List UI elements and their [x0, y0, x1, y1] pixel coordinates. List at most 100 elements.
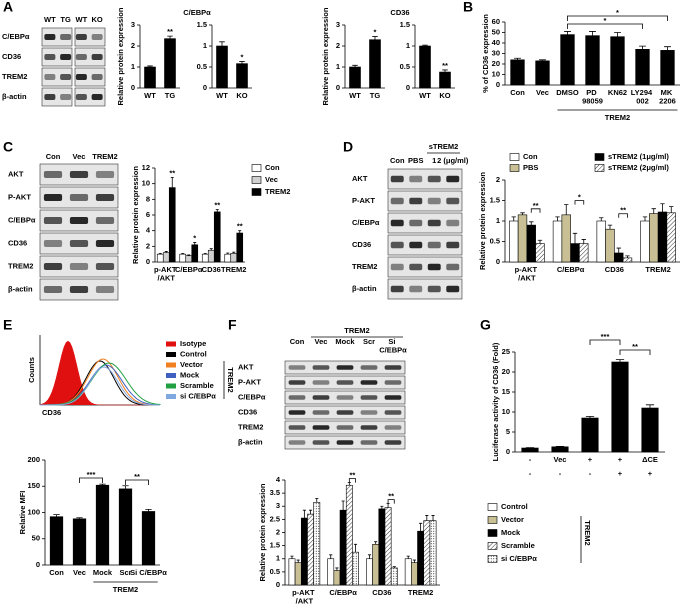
- blot-row-label: AKT: [8, 169, 24, 178]
- y-tick-label: 40: [492, 38, 500, 47]
- y-axis-label: Relative MFI: [18, 491, 27, 535]
- y-tick-label: 2: [146, 241, 150, 250]
- x-tick-label: Con: [49, 568, 64, 577]
- legend-swatch: [487, 542, 498, 550]
- blot-band: [390, 263, 404, 271]
- blot-band: [69, 263, 89, 270]
- label-line: p-AKT: [515, 265, 540, 274]
- error-bar: [555, 216, 560, 221]
- bar: [551, 446, 569, 453]
- error-bar: [215, 209, 219, 212]
- blot-column-label: Vec: [73, 152, 86, 161]
- significance-label: *: [374, 28, 377, 37]
- blot-band: [336, 365, 354, 370]
- label-line: C/EBPα: [379, 346, 407, 355]
- x-tick-label: WT: [144, 91, 156, 100]
- significance-label: *: [578, 193, 581, 202]
- bar: [352, 551, 359, 586]
- blot-frame: [74, 47, 106, 67]
- blot-row-label: C/EBPα: [352, 218, 380, 227]
- blot-band: [384, 365, 402, 370]
- x-tick-label: CD36: [605, 265, 624, 274]
- y-tick-label: 1: [203, 41, 207, 50]
- blot-band: [390, 197, 404, 205]
- y-tick-label: 1.5: [490, 195, 500, 204]
- error-bar: [329, 554, 333, 559]
- bar: [327, 558, 335, 586]
- blot-band: [409, 285, 423, 293]
- legend-label: Con: [523, 152, 538, 161]
- panel-letter: D: [343, 139, 353, 155]
- blot-band: [427, 263, 441, 271]
- y-tick-label: 30: [492, 48, 500, 57]
- y-tick-label: 1: [406, 41, 410, 50]
- blot-band: [384, 425, 402, 430]
- blot-band: [95, 240, 115, 247]
- error-bar: [581, 239, 586, 244]
- panel-letter: A: [3, 0, 13, 15]
- blot-header: TREM2: [344, 326, 369, 335]
- bar: [162, 252, 170, 263]
- blot-band: [312, 395, 330, 400]
- blot-band: [60, 94, 72, 100]
- error-bar: [238, 230, 242, 234]
- blot-band: [312, 425, 330, 430]
- bar: [378, 508, 386, 586]
- bar: [517, 214, 528, 263]
- error-bar: [669, 206, 674, 213]
- legend-label: PBS: [523, 163, 538, 172]
- legend-label: Mock: [180, 370, 200, 379]
- x-tick-label: Mock: [93, 568, 113, 577]
- blot-frame: [387, 212, 463, 234]
- significance-bracket: [589, 339, 621, 345]
- label-line: p-AKT: [292, 588, 317, 597]
- blot-band: [43, 194, 63, 201]
- blot-column-label: WT: [76, 15, 88, 24]
- blot-frame: [74, 27, 106, 47]
- error-bar: [639, 45, 646, 50]
- y-tick-label: 150: [27, 481, 40, 490]
- label-line: /AKT: [296, 597, 314, 606]
- legend-swatch: [487, 516, 498, 524]
- legend-label: Vector: [501, 515, 524, 524]
- error-bar: [347, 482, 351, 486]
- bar: [640, 220, 650, 263]
- blot-row-label: P-AKT: [352, 196, 375, 205]
- error-bar: [170, 177, 174, 188]
- error-bar: [226, 252, 230, 255]
- y-tick-label: 1: [276, 554, 280, 563]
- bar: [141, 511, 156, 566]
- blot-band: [427, 197, 441, 205]
- bar: [236, 63, 248, 89]
- blot-band: [336, 425, 354, 430]
- error-bar: [539, 59, 546, 61]
- legend-swatch: [251, 164, 262, 172]
- blot-band: [75, 54, 87, 60]
- y-tick-label: 0: [146, 257, 150, 266]
- error-bar: [616, 247, 621, 253]
- y-tick-label: 0.5: [270, 567, 280, 576]
- y-tick-label: 100: [27, 507, 40, 516]
- error-bar: [290, 555, 294, 559]
- bar: [313, 502, 321, 586]
- significance-label: **: [134, 472, 140, 481]
- legend-label: Con: [265, 163, 280, 172]
- error-bar: [564, 204, 569, 215]
- error-bar: [520, 212, 525, 215]
- blot-band: [312, 410, 330, 415]
- y-tick-label: 10: [492, 69, 500, 78]
- blot-frame: [74, 87, 106, 107]
- blot-band: [360, 380, 378, 385]
- legend-label: Control: [501, 502, 528, 511]
- bar: [585, 35, 600, 86]
- blot-band: [60, 34, 72, 40]
- legend-swatch: [166, 373, 176, 378]
- bar: [419, 45, 431, 89]
- significance-label: **: [533, 201, 539, 210]
- blot-row-label: P-AKT: [8, 192, 31, 201]
- blot-frame: [41, 67, 73, 87]
- blot-band: [43, 171, 63, 178]
- bar: [404, 558, 412, 586]
- blot-band: [336, 380, 354, 385]
- blot-row-label: CD36: [2, 52, 21, 61]
